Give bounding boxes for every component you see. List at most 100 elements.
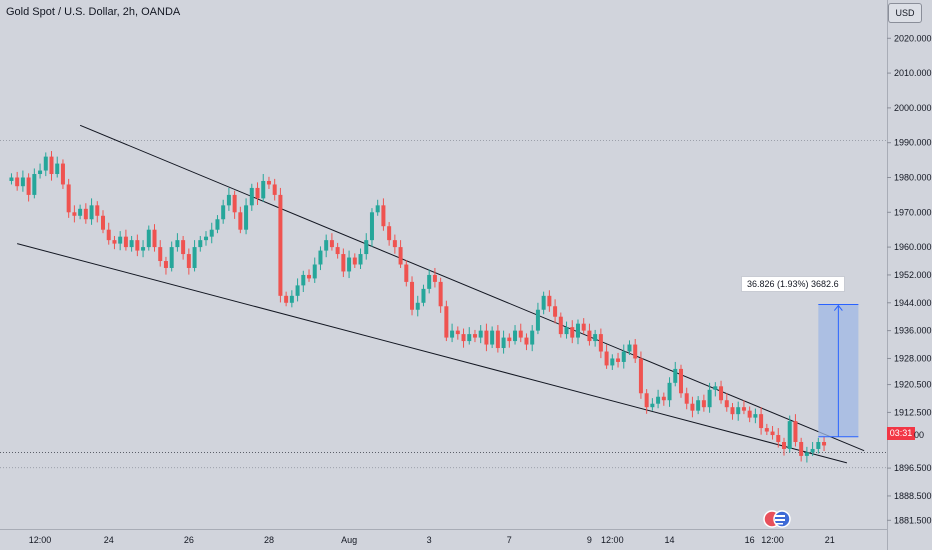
- candle-body: [438, 281, 443, 307]
- candle: [358, 248, 363, 270]
- candle-body: [507, 337, 512, 342]
- candle-body: [621, 351, 626, 362]
- candle-body: [146, 229, 151, 248]
- x-tick-label: 3: [427, 535, 432, 545]
- candle: [633, 338, 638, 363]
- candle: [49, 151, 54, 181]
- candle-body: [432, 274, 437, 282]
- candlestick-series: [9, 151, 827, 463]
- y-tick-label: 1881.500: [894, 515, 932, 525]
- candle-body: [638, 358, 643, 394]
- candle-body: [72, 212, 77, 216]
- candle: [244, 198, 249, 235]
- candle-body: [32, 174, 37, 195]
- candle-body: [169, 247, 174, 268]
- candle-body: [541, 295, 546, 310]
- candle-body: [593, 334, 598, 342]
- candle-body: [690, 403, 695, 411]
- flag-logo-icon[interactable]: [761, 509, 793, 529]
- candle-body: [387, 226, 392, 241]
- candle: [593, 329, 598, 347]
- candle: [83, 203, 88, 224]
- candle-body: [616, 358, 621, 362]
- x-tick-label: Aug: [341, 535, 357, 545]
- candle-body: [415, 302, 420, 310]
- candle: [690, 396, 695, 418]
- y-tick-label: 1928.000: [894, 353, 932, 363]
- candle: [341, 248, 346, 278]
- candle-body: [650, 403, 655, 408]
- candle-body: [759, 414, 764, 429]
- candle-body: [181, 240, 186, 255]
- upper-trendline: [79, 124, 865, 452]
- candle: [661, 392, 666, 406]
- wedge-trendlines: [17, 124, 865, 464]
- candle: [427, 269, 432, 294]
- candle-body: [215, 219, 220, 230]
- candle: [478, 325, 483, 344]
- candle-body: [804, 452, 809, 456]
- candle-body: [255, 187, 260, 199]
- candle-body: [627, 344, 632, 352]
- candle-body: [450, 330, 455, 338]
- candle: [9, 173, 14, 185]
- candle-body: [530, 330, 535, 345]
- candle-body: [719, 386, 724, 401]
- candle-body: [524, 337, 529, 345]
- candle-body: [123, 236, 128, 248]
- candle-body: [461, 334, 466, 342]
- candle-body: [204, 236, 209, 241]
- candle-body: [369, 212, 374, 241]
- candle: [724, 393, 729, 412]
- candle: [364, 233, 369, 260]
- candle: [581, 318, 586, 335]
- candle-body: [673, 368, 678, 383]
- candle-body: [392, 240, 397, 248]
- candle: [89, 198, 94, 225]
- candle: [444, 300, 449, 342]
- candle: [387, 222, 392, 246]
- candle: [484, 323, 489, 352]
- candle-body: [410, 281, 415, 310]
- candle: [32, 168, 37, 199]
- candle-body: [381, 205, 386, 227]
- candle-body: [547, 295, 552, 307]
- candle: [438, 277, 443, 313]
- candle-body: [816, 441, 821, 449]
- candle-body: [398, 247, 403, 265]
- candle-body: [701, 400, 706, 408]
- candle: [221, 199, 226, 224]
- candle-body: [175, 240, 180, 248]
- candle-body: [60, 163, 65, 185]
- candle: [696, 396, 701, 415]
- candle: [472, 329, 477, 343]
- candle-body: [684, 393, 689, 404]
- candle: [404, 260, 409, 287]
- candle-body: [266, 180, 271, 185]
- candle-body: [667, 382, 672, 401]
- chart-title: Gold Spot / U.S. Dollar, 2h, OANDA: [6, 6, 181, 18]
- candle-body: [518, 330, 523, 338]
- candle: [764, 423, 769, 436]
- candle: [186, 248, 191, 275]
- candle-body: [83, 208, 88, 220]
- candle-body: [724, 400, 729, 408]
- candle: [432, 267, 437, 288]
- candle-body: [186, 254, 191, 268]
- candle: [112, 235, 117, 250]
- candle: [398, 240, 403, 268]
- candle-body: [644, 393, 649, 408]
- candle: [587, 323, 592, 346]
- y-tick-label: 1896.500: [894, 463, 932, 473]
- candle-body: [101, 215, 106, 230]
- currency-button[interactable]: USD: [888, 3, 922, 23]
- candle-body: [793, 421, 798, 442]
- candle: [215, 215, 220, 234]
- candle: [255, 182, 260, 205]
- candle-body: [43, 156, 48, 171]
- candle: [455, 326, 460, 340]
- candle: [43, 152, 48, 177]
- candle: [60, 159, 65, 189]
- candle-body: [329, 240, 334, 248]
